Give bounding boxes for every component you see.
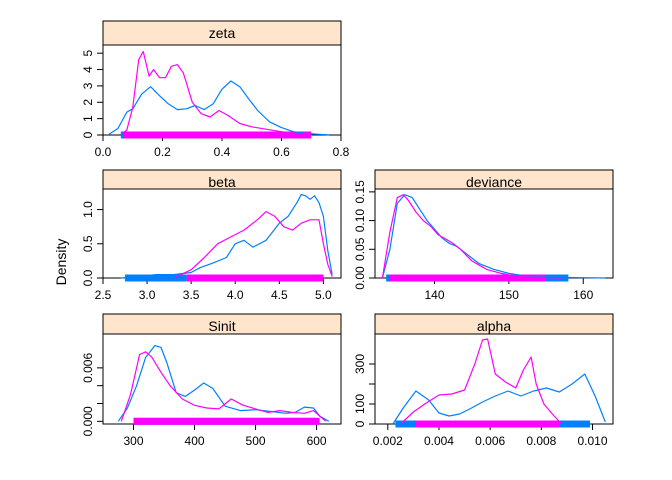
density-line-chain-2 <box>120 50 312 136</box>
strip-title-deviance: deviance <box>466 174 522 190</box>
panel-deviance: deviance 140 150 160 0.00 0.05 0.10 0.15 <box>353 169 614 302</box>
x-tick-label: 600 <box>307 434 327 448</box>
rug-chain-2 <box>123 131 312 139</box>
rug-chain-2 <box>186 274 324 282</box>
y-tick-label: 1.0 <box>81 201 95 218</box>
density-line-chain-1 <box>117 345 330 422</box>
panel-frame-alpha <box>374 333 614 425</box>
x-tick-label: 0.2 <box>154 145 171 159</box>
x-tick-label: 140 <box>424 288 444 302</box>
y-tick-label: 0.006 <box>81 353 95 383</box>
density-line-chain-1 <box>392 373 606 425</box>
y-tick-label: 0.00 <box>353 266 367 290</box>
x-tick-label: 3.0 <box>139 288 156 302</box>
x-tick-label: 0.6 <box>273 145 290 159</box>
x-tick-label: 400 <box>185 434 205 448</box>
panel-frame-deviance <box>374 188 614 279</box>
rug-chain-2 <box>389 274 547 282</box>
x-tick-label: 2.5 <box>95 288 112 302</box>
density-line-chain-1 <box>108 80 330 136</box>
density-line-chain-1 <box>381 194 606 279</box>
x-tick-label: 0.4 <box>214 145 231 159</box>
x-tick-label: 3.5 <box>183 288 200 302</box>
x-tick-label: 150 <box>499 288 519 302</box>
x-tick-label: 0.0 <box>95 145 112 159</box>
rug-chain-2 <box>415 420 560 428</box>
panel-alpha: alpha 0.002 0.004 0.006 0.008 0.010 0 100 300 <box>353 313 614 448</box>
density-line-chain-2 <box>173 211 333 279</box>
x-tick-label: 0.006 <box>475 434 505 448</box>
x-tick-label: 0.008 <box>526 434 556 448</box>
panel-Sinit: Sinit 300 400 500 600 0.000 0.006 <box>81 313 342 448</box>
panel-beta: beta 2.5 3.0 3.5 4.0 4.5 5.0 0.0 0.5 1.0 <box>81 169 342 302</box>
x-tick-label: 160 <box>573 288 593 302</box>
x-tick-label: 0.8 <box>333 145 350 159</box>
y-tick-label: 1 <box>81 115 95 122</box>
y-tick-label: 3 <box>81 82 95 89</box>
strip-title-alpha: alpha <box>477 318 511 334</box>
density-line-chain-2 <box>120 351 327 422</box>
density-line-chain-1 <box>120 193 333 279</box>
rug-chain-1 <box>125 274 187 282</box>
x-tick-label: 300 <box>123 434 143 448</box>
density-line-chain-2 <box>400 338 563 425</box>
x-tick-label: 500 <box>246 434 266 448</box>
strip-title-Sinit: Sinit <box>208 318 235 334</box>
strip-zeta <box>102 20 342 46</box>
y-tick-label: 0.05 <box>353 237 367 261</box>
y-tick-label: 0.15 <box>353 180 367 204</box>
y-tick-label: 0.000 <box>81 406 95 436</box>
y-tick-label: 5 <box>81 50 95 57</box>
x-tick-label: 4.5 <box>271 288 288 302</box>
y-tick-label: 300 <box>353 354 367 374</box>
panel-zeta: zeta 0.0 0.2 0.4 0.6 0.8 0 1 2 3 4 5 <box>81 20 350 159</box>
y-tick-label: 2 <box>81 99 95 106</box>
panel-frame-beta <box>102 188 342 279</box>
x-tick-label: 0.004 <box>424 434 454 448</box>
y-tick-label: 4 <box>81 66 95 73</box>
y-tick-label: 0.0 <box>81 269 95 286</box>
strip-title-beta: beta <box>208 174 235 190</box>
x-tick-label: 5.0 <box>315 288 332 302</box>
y-tick-label: 100 <box>353 394 367 414</box>
y-tick-label: 0 <box>81 131 95 138</box>
x-tick-label: 0.010 <box>578 434 608 448</box>
x-tick-label: 4.0 <box>227 288 244 302</box>
y-axis-label: Density <box>53 239 69 286</box>
y-tick-label: 0 <box>353 420 367 427</box>
strip-title-zeta: zeta <box>209 25 236 41</box>
y-tick-label: 0.10 <box>353 209 367 233</box>
y-tick-label: 0.5 <box>81 235 95 252</box>
x-tick-label: 0.002 <box>373 434 403 448</box>
density-line-chain-2 <box>381 194 561 279</box>
rug-chain-2 <box>133 417 320 425</box>
